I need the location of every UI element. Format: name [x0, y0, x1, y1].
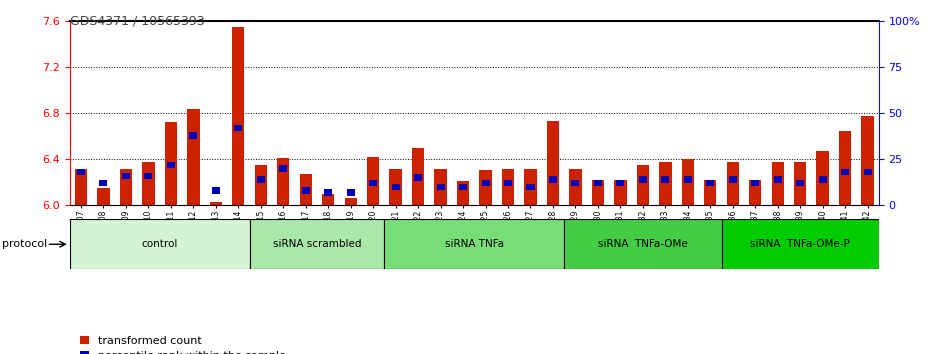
Bar	[347, 189, 354, 196]
Bar	[659, 162, 671, 205]
Bar	[100, 180, 108, 187]
Text: siRNA  TNFa-OMe-P: siRNA TNFa-OMe-P	[751, 239, 850, 249]
Bar	[434, 169, 446, 205]
Bar	[414, 175, 422, 181]
Bar	[661, 176, 670, 183]
Bar	[504, 180, 512, 187]
Bar	[165, 122, 177, 205]
Text: siRNA  TNFa-OMe: siRNA TNFa-OMe	[598, 239, 688, 249]
Bar	[614, 180, 627, 205]
Bar	[726, 162, 739, 205]
Bar	[549, 176, 557, 183]
Bar	[390, 169, 402, 205]
Bar	[502, 169, 514, 205]
Bar	[459, 184, 467, 190]
Bar	[817, 151, 829, 205]
Bar	[325, 189, 332, 196]
Bar	[144, 173, 153, 179]
Legend: transformed count, percentile rank within the sample: transformed count, percentile rank withi…	[75, 331, 290, 354]
Bar	[525, 169, 537, 205]
Text: protocol: protocol	[2, 239, 47, 249]
Bar	[479, 170, 492, 205]
Bar	[322, 194, 335, 205]
Bar	[637, 165, 649, 205]
Bar	[74, 169, 87, 205]
Bar	[796, 180, 804, 187]
Bar	[704, 180, 716, 205]
Bar	[367, 157, 379, 205]
Bar	[818, 176, 827, 183]
Bar	[212, 187, 219, 194]
Bar	[209, 202, 222, 205]
Bar	[482, 180, 489, 187]
Bar	[142, 162, 154, 205]
Bar	[457, 181, 470, 205]
Bar	[232, 27, 245, 205]
Bar	[841, 169, 849, 175]
Bar	[591, 180, 604, 205]
Bar	[234, 125, 243, 131]
Bar	[569, 169, 581, 205]
Bar	[772, 162, 784, 205]
Bar	[774, 176, 782, 183]
Bar	[864, 169, 871, 175]
Bar	[277, 158, 289, 205]
Bar	[436, 184, 445, 190]
Bar	[301, 187, 310, 194]
Bar	[565, 219, 722, 269]
Bar	[120, 169, 132, 205]
Bar	[166, 161, 175, 168]
Bar	[369, 180, 378, 187]
Bar	[639, 176, 647, 183]
Bar	[257, 176, 265, 183]
Bar	[98, 188, 110, 205]
Bar	[861, 115, 874, 205]
Bar	[682, 159, 694, 205]
Bar	[122, 173, 130, 179]
Bar	[706, 180, 714, 187]
Bar	[547, 121, 559, 205]
Bar	[77, 169, 85, 175]
Bar	[279, 165, 287, 172]
Bar	[384, 219, 565, 269]
Bar	[249, 219, 384, 269]
Bar	[749, 180, 762, 205]
Bar	[187, 109, 200, 205]
Text: control: control	[141, 239, 178, 249]
Bar	[839, 131, 851, 205]
Bar	[526, 184, 535, 190]
Bar	[571, 180, 579, 187]
Bar	[794, 162, 806, 205]
Bar	[751, 180, 759, 187]
Bar	[70, 219, 249, 269]
Bar	[412, 148, 424, 205]
Bar	[594, 180, 602, 187]
Bar	[617, 180, 624, 187]
Bar	[684, 176, 692, 183]
Bar	[344, 199, 357, 205]
Bar	[722, 219, 879, 269]
Text: GDS4371 / 10565393: GDS4371 / 10565393	[70, 14, 205, 27]
Bar	[729, 176, 737, 183]
Bar	[190, 132, 197, 139]
Bar	[299, 174, 312, 205]
Text: siRNA scrambled: siRNA scrambled	[272, 239, 361, 249]
Text: siRNA TNFa: siRNA TNFa	[445, 239, 504, 249]
Bar	[255, 165, 267, 205]
Bar	[392, 184, 400, 190]
